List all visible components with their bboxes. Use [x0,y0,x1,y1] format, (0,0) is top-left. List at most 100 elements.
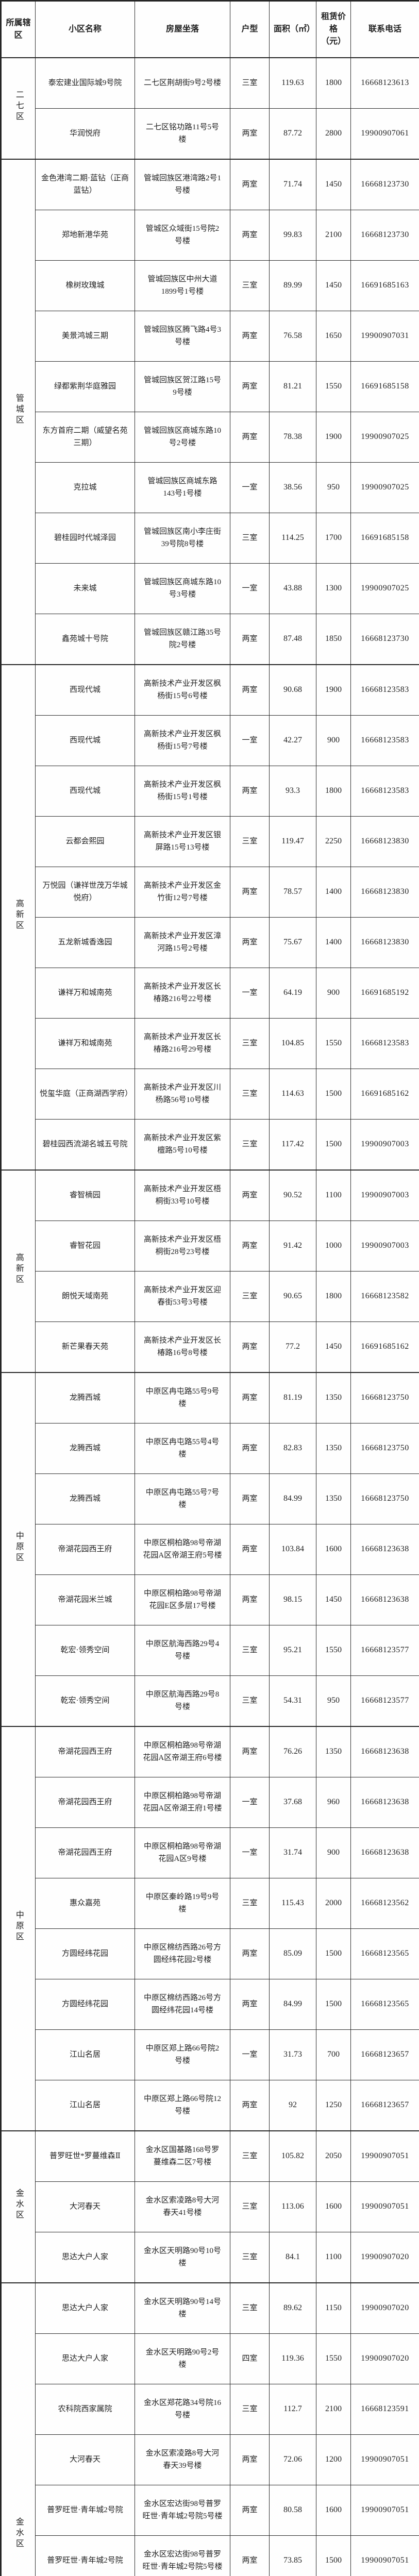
unit-type-cell: 两室 [230,2434,270,2485]
address-cell: 金水区宏达街98号普罗旺世·青年城2号院5号楼 [135,2485,230,2536]
price-cell: 1550 [316,2333,351,2384]
district-cell: 金水区 [1,2130,36,2283]
address-cell: 管城区众域街15号院2号楼 [135,210,230,261]
table-row: 西现代城 高新技术产业开发区枫杨街15号7号楼 一室 42.27 900 16668123… [1,715,419,766]
phone-cell: 16668123750 [350,1372,419,1423]
address-cell: 管城回族区贺江路15号9号楼 [135,361,230,412]
address-cell: 金水区国基路168号罗蔓维森二区7号楼 [135,2130,230,2182]
unit-type-cell: 一室 [230,1777,270,1828]
price-cell: 1800 [316,766,351,817]
address-cell: 高新技术产业开发区迎春街53号3号楼 [135,1271,230,1322]
phone-cell: 19900907025 [350,563,419,614]
unit-type-cell: 两室 [230,664,270,716]
address-cell: 高新技术产业开发区紫檀路5号10号楼 [135,1119,230,1171]
price-cell: 1500 [316,1119,351,1171]
community-name-cell: 方圆经纬花园 [35,1928,135,1979]
table-row: 龙腾西城 中原区冉屯路55号7号楼 两室 84.99 1350 16668123750 [1,1473,419,1524]
address-cell: 高新技术产业开发区枫杨街15号1号楼 [135,766,230,817]
community-name-cell: 普罗旺世·青年城2号院 [35,2485,135,2536]
table-row: 大河春天 金水区索凌路8号大河春天39号楼 两室 72.06 1200 199009070… [1,2434,419,2485]
area-cell: 78.57 [269,867,316,918]
price-cell: 1800 [316,57,351,109]
price-cell: 1500 [316,2535,351,2576]
unit-type-cell: 三室 [230,1271,270,1322]
unit-type-cell: 两室 [230,2535,270,2576]
unit-type-cell: 两室 [230,361,270,412]
district-cell: 中原区 [1,1372,36,1727]
district-cell: 中原区 [1,1726,36,2131]
unit-type-cell: 两室 [230,1524,270,1575]
price-cell: 2100 [316,210,351,261]
price-cell: 2250 [316,816,351,867]
unit-type-cell: 一室 [230,563,270,614]
district-cell: 高新区 [1,664,36,1171]
table-row: 克拉城 管城回族区商城东路143号1号楼 一室 38.56 950 19900907025 [1,462,419,513]
phone-cell: 16668123577 [350,1625,419,1676]
header-row: 所属辖区 小区名称 房屋坐落 户型 面积（㎡） 租赁价格（元） 联系电话 [1,1,419,58]
area-cell: 76.26 [269,1726,316,1777]
table-row: 睿智花园 高新技术产业开发区梧桐街28号23号楼 两室 91.42 1000 199009… [1,1221,419,1272]
area-cell: 82.83 [269,1423,316,1474]
address-cell: 管城回族区商城东路10号2号楼 [135,412,230,463]
price-cell: 1350 [316,1473,351,1524]
price-cell: 950 [316,1675,351,1727]
table-row: 帝湖花园西王府 中原区桐柏路98号帝湖花园A区帝湖王府5号楼 两室 103.84 160… [1,1524,419,1575]
area-cell: 87.48 [269,614,316,665]
table-row: 乾宏·领秀空间 中原区航海西路29号8号楼 三室 54.31 950 1666812357… [1,1675,419,1727]
address-cell: 高新技术产业开发区梧桐街33号10号楼 [135,1170,230,1221]
unit-type-cell: 两室 [230,2485,270,2536]
phone-cell: 19900907003 [350,1170,419,1221]
address-cell: 金水区索凌路8号大河春天39号楼 [135,2434,230,2485]
table-row: 新芒果春天苑 高新技术产业开发区长椿路16号8号楼 两室 77.2 1450 166916… [1,1321,419,1373]
district-label: 高新区 [14,1252,23,1285]
unit-type-cell: 一室 [230,715,270,766]
unit-type-cell: 一室 [230,2029,270,2080]
address-cell: 中原区棉纺西路26号方圆经纬花园2号楼 [135,1928,230,1979]
unit-type-cell: 三室 [230,1119,270,1171]
address-cell: 管城回族区南小李庄街39号院8号楼 [135,513,230,564]
community-name-cell: 碧桂园时代城泽园 [35,513,135,564]
price-cell: 1650 [316,311,351,362]
unit-type-cell: 两室 [230,1321,270,1373]
area-cell: 92 [269,2080,316,2131]
area-cell: 114.25 [269,513,316,564]
price-cell: 1500 [316,1979,351,2030]
unit-type-cell: 两室 [230,1473,270,1524]
phone-cell: 16668123565 [350,1928,419,1979]
phone-cell: 16668123657 [350,2029,419,2080]
area-cell: 37.68 [269,1777,316,1828]
community-name-cell: 思达大户人家 [35,2333,135,2384]
header-community-name: 小区名称 [35,1,135,58]
community-name-cell: 惠众嘉苑 [35,1878,135,1929]
area-cell: 119.36 [269,2333,316,2384]
area-cell: 99.83 [269,210,316,261]
price-cell: 1900 [316,412,351,463]
address-cell: 中原区桐柏路98号帝湖花园A区帝湖王府1号楼 [135,1777,230,1828]
community-name-cell: 帝湖花园西王府 [35,1524,135,1575]
phone-cell: 16668123583 [350,664,419,716]
area-cell: 76.58 [269,311,316,362]
area-cell: 95.21 [269,1625,316,1676]
community-name-cell: 碧桂园西流湖名城五号院 [35,1119,135,1171]
address-cell: 管城回族区港湾路2号1号楼 [135,159,230,210]
address-cell: 高新技术产业开发区梧桐街28号23号楼 [135,1221,230,1272]
table-row: 鑫苑城十号院 管城回族区赣江路35号院2号楼 两室 87.48 1850 16668123… [1,614,419,665]
phone-cell: 16691685163 [350,260,419,311]
unit-type-cell: 两室 [230,1423,270,1474]
price-cell: 1850 [316,614,351,665]
address-cell: 中原区桐柏路98号帝湖花园A区帝湖王府6号楼 [135,1726,230,1777]
price-cell: 1450 [316,1321,351,1373]
area-cell: 84.1 [269,2232,316,2283]
unit-type-cell: 两室 [230,766,270,817]
address-cell: 金水区郑花路34号院16号楼 [135,2384,230,2435]
header-phone: 联系电话 [350,1,419,58]
community-name-cell: 思达大户人家 [35,2282,135,2334]
table-row: 碧桂园西流湖名城五号院 高新技术产业开发区紫檀路5号10号楼 三室 117.42 150… [1,1119,419,1171]
unit-type-cell: 三室 [230,2282,270,2334]
address-cell: 高新技术产业开发区长椿路216号22号楼 [135,968,230,1019]
phone-cell: 16668123750 [350,1473,419,1524]
community-name-cell: 方圆经纬花园 [35,1979,135,2030]
community-name-cell: 克拉城 [35,462,135,513]
community-name-cell: 思达大户人家 [35,2232,135,2283]
